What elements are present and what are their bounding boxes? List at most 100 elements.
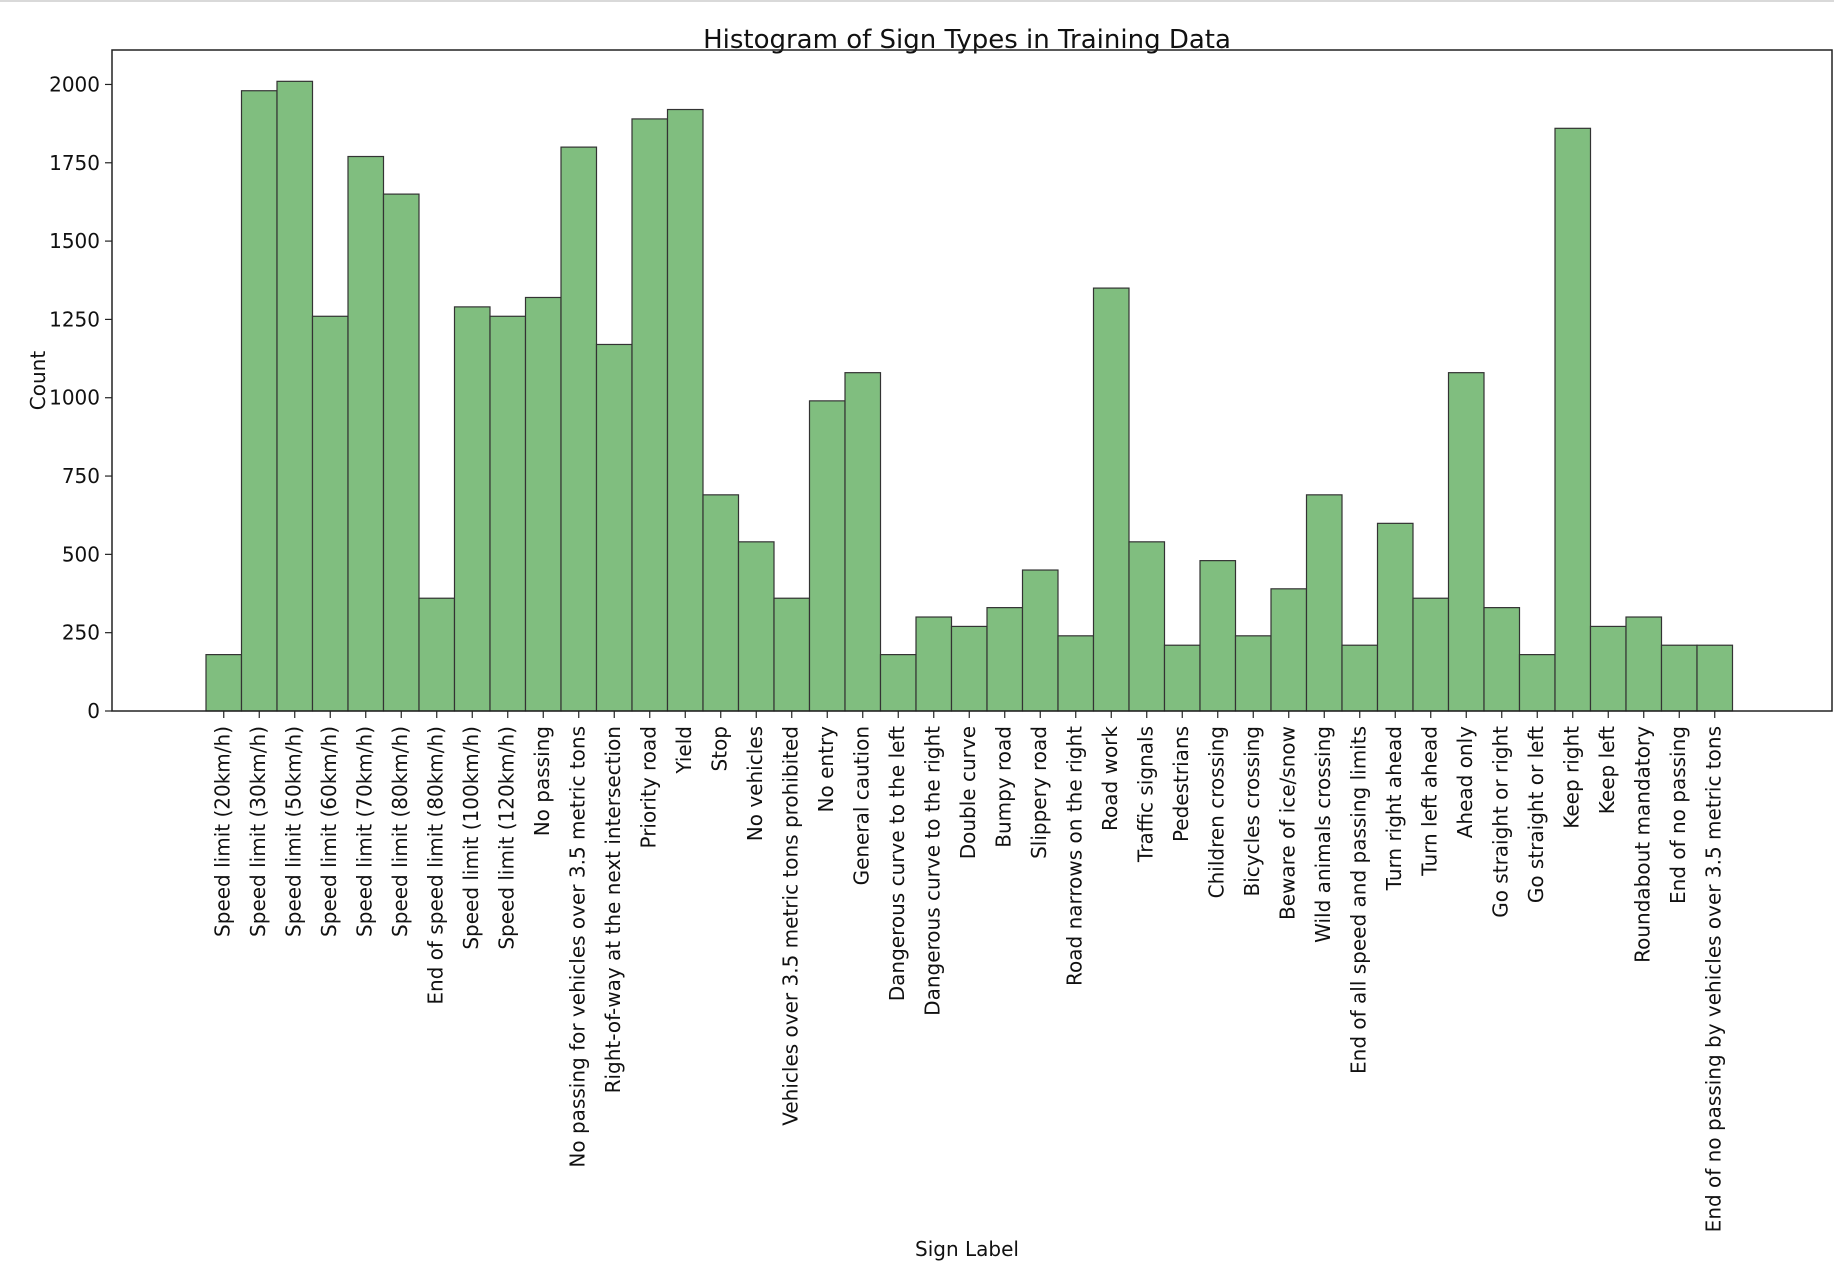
x-tick-label: General caution (849, 726, 873, 885)
bar (844, 372, 882, 712)
bar (1057, 635, 1095, 712)
x-tick-label: Traffic signals (1133, 726, 1157, 863)
bar (1554, 127, 1592, 712)
y-axis-label: Count (26, 351, 50, 411)
x-tick-label: Double curve (956, 726, 980, 859)
bar (382, 193, 420, 712)
y-tick-label: 250 (62, 621, 100, 645)
y-tick-label: 2000 (49, 72, 100, 96)
x-tick-label: Slippery road (1027, 726, 1051, 859)
x-tick-label: Stop (707, 726, 731, 771)
x-axis-label: Sign Label (915, 1237, 1019, 1261)
x-tick-label: End of speed limit (80km/h) (423, 726, 447, 1005)
bar (1483, 607, 1521, 712)
x-tick-label: Keep right (1559, 726, 1583, 829)
bar (950, 625, 988, 712)
x-tick-label: Vehicles over 3.5 metric tons prohibited (778, 726, 802, 1126)
y-tick-label: 1000 (49, 386, 100, 410)
x-tick-label: Roundabout mandatory (1630, 726, 1654, 963)
x-tick-label: End of no passing by vehicles over 3.5 m… (1701, 726, 1725, 1232)
bar (595, 343, 633, 712)
x-tick-label: Right-of-way at the next intersection (601, 726, 625, 1093)
bar (1412, 597, 1450, 712)
x-tick-label: Bumpy road (991, 726, 1015, 848)
bar (631, 118, 669, 712)
x-tick-label: Speed limit (50km/h) (281, 726, 305, 937)
bar (666, 108, 704, 712)
bar (240, 90, 278, 712)
x-tick-label: Dangerous curve to the right (920, 726, 944, 1016)
x-tick-label: Speed limit (60km/h) (317, 726, 341, 937)
x-tick-label: Speed limit (70km/h) (352, 726, 376, 937)
y-axis-ticks: 0 250 500 750 1000 1250 1500 1750 2000 (49, 72, 112, 723)
top-divider (0, 0, 1834, 2)
x-tick-label: Go straight or right (1488, 726, 1512, 918)
x-tick-label: Road narrows on the right (1062, 726, 1086, 986)
x-tick-label: No passing (530, 726, 554, 836)
x-tick-label: Priority road (636, 726, 660, 849)
x-tick-label: No entry (814, 726, 838, 813)
x-tick-label: Yield (672, 726, 696, 775)
bar (773, 597, 811, 712)
bar (453, 306, 491, 712)
y-tick-label: 1750 (49, 151, 100, 175)
y-tick-label: 1250 (49, 307, 100, 331)
bar (560, 146, 598, 712)
x-tick-label: Speed limit (80km/h) (388, 726, 412, 937)
bar (418, 597, 456, 712)
x-tick-label: Bicycles crossing (1240, 726, 1264, 897)
x-tick-label: Dangerous curve to the left (885, 726, 909, 1001)
bar (1128, 541, 1166, 712)
x-tick-label: Speed limit (100km/h) (459, 726, 483, 950)
bar (1341, 644, 1379, 712)
plot-frame (111, 49, 1833, 712)
bar (702, 494, 740, 712)
x-tick-label: Speed limit (20km/h) (210, 726, 234, 937)
bar (1518, 654, 1556, 712)
bar (1270, 588, 1308, 712)
x-tick-label: Speed limit (120km/h) (494, 726, 518, 950)
x-tick-label: End of all speed and passing limits (1346, 726, 1370, 1074)
bar (311, 315, 349, 712)
bar (808, 400, 846, 712)
bar (1234, 635, 1272, 712)
y-tick-label: 1500 (49, 229, 100, 253)
bars-group (205, 80, 1734, 712)
bar (489, 315, 527, 712)
x-tick-label: No passing for vehicles over 3.5 metric … (565, 726, 589, 1168)
bar (205, 654, 243, 712)
bar (1199, 560, 1237, 712)
x-tick-label: Pedestrians (1169, 726, 1193, 842)
bar (347, 155, 385, 712)
x-tick-label: Go straight or left (1524, 726, 1548, 903)
bar (1447, 372, 1485, 712)
x-tick-label: Wild animals crossing (1311, 726, 1335, 943)
bar (1092, 287, 1130, 712)
bar (1021, 569, 1059, 712)
x-tick-label: End of no passing (1666, 726, 1690, 904)
bar (986, 607, 1024, 712)
bar (524, 296, 562, 712)
bar (737, 541, 775, 712)
x-tick-label: Children crossing (1204, 726, 1228, 898)
bar (276, 80, 314, 712)
x-tick-label: Road work (1098, 726, 1122, 831)
x-tick-label: Keep left (1595, 726, 1619, 814)
x-tick-label: Speed limit (30km/h) (246, 726, 270, 937)
x-tick-label: Turn left ahead (1417, 726, 1441, 877)
y-tick-label: 750 (62, 464, 100, 488)
x-tick-label: Turn right ahead (1382, 726, 1406, 891)
x-tick-label: Ahead only (1453, 726, 1477, 838)
bar (1696, 644, 1734, 712)
bar (915, 616, 953, 712)
bar (1376, 522, 1414, 712)
bar (1589, 625, 1627, 712)
bar (1163, 644, 1201, 712)
x-tick-label: No vehicles (743, 726, 767, 841)
x-tick-label: Beware of ice/snow (1275, 726, 1299, 920)
bar (1625, 616, 1663, 712)
bar (1660, 644, 1698, 712)
y-tick-label: 0 (87, 699, 100, 723)
x-axis-ticks: Speed limit (20km/h) Speed limit (30km/h)… (210, 711, 1725, 1232)
